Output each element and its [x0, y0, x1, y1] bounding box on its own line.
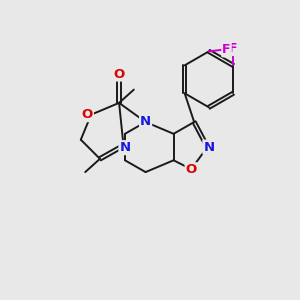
Text: F: F [222, 44, 231, 56]
Text: F: F [229, 42, 237, 55]
Text: O: O [186, 163, 197, 176]
Text: O: O [82, 108, 93, 121]
Text: N: N [119, 141, 130, 154]
Text: O: O [113, 68, 125, 80]
Text: N: N [140, 115, 151, 128]
Text: N: N [203, 141, 214, 154]
